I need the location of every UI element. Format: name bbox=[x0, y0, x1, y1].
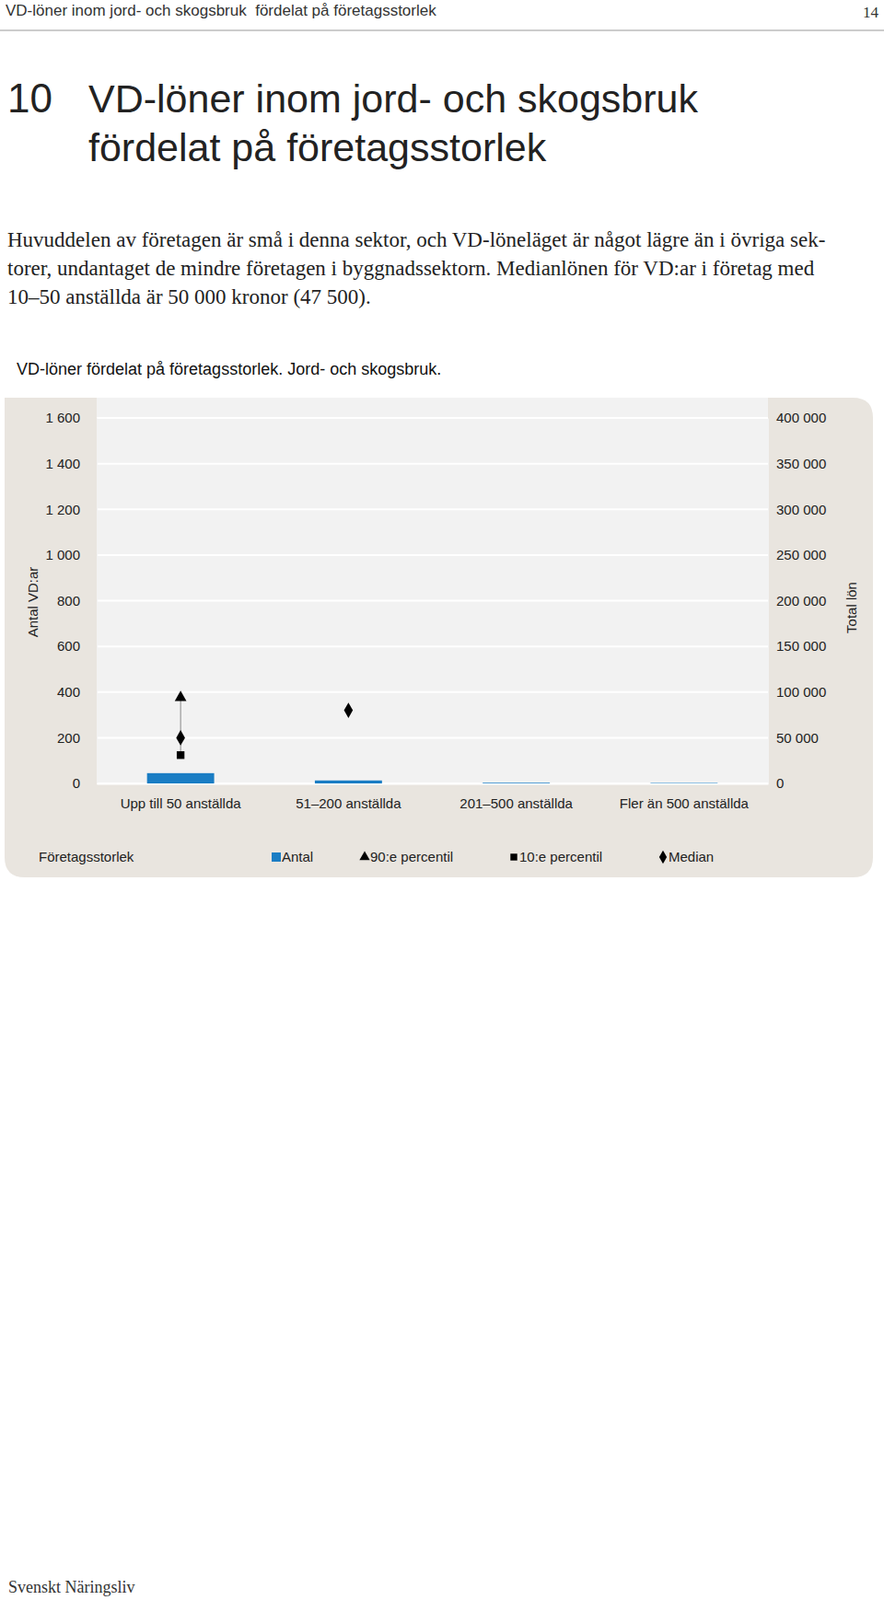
y-tick: 400 bbox=[57, 684, 97, 700]
y2-axis-title: Total lön bbox=[843, 581, 860, 634]
y2-tick: 50 000 bbox=[767, 730, 819, 746]
point bbox=[176, 751, 185, 759]
grid-line bbox=[96, 508, 768, 511]
y2-tick-label: 250 000 bbox=[776, 546, 826, 563]
y-tick: 1 400 bbox=[45, 455, 97, 472]
y-tick: 1 200 bbox=[45, 501, 97, 518]
paragraph-line: Huvuddelen av företagen är små i denna s… bbox=[7, 228, 826, 252]
legend-swatch bbox=[271, 852, 281, 862]
y-tick: 1 600 bbox=[45, 409, 97, 426]
y-tick-label: 1 600 bbox=[45, 409, 81, 426]
y-tick-label: 1 400 bbox=[45, 455, 81, 472]
x-tick-label: Upp till 50 anställda bbox=[120, 795, 243, 812]
y-axis-line bbox=[96, 418, 98, 785]
y2-tick-label: 50 000 bbox=[776, 730, 819, 746]
legend-label: 90:e percentil bbox=[370, 849, 454, 865]
x-axis: Upp till 50 anställda 51–200 anställda 201… bbox=[97, 783, 769, 812]
bar bbox=[147, 773, 215, 784]
page-number: 14 bbox=[862, 3, 880, 22]
page: VD-löner inom jord- och skogsbruk fördel… bbox=[0, 0, 884, 1600]
y-tick: 800 bbox=[57, 593, 97, 609]
y2-tick-label: 350 000 bbox=[776, 455, 826, 472]
x-tick: Fler än 500 anställda bbox=[619, 783, 750, 812]
grid-line bbox=[96, 417, 768, 419]
section-number: 10 bbox=[7, 75, 53, 121]
legend-item: 10:e percentil bbox=[510, 849, 603, 865]
point bbox=[174, 690, 187, 701]
grid-line bbox=[96, 600, 768, 603]
grid-line bbox=[96, 463, 768, 466]
y2-tick-label: 100 000 bbox=[776, 684, 826, 700]
y-tick-label: 600 bbox=[57, 638, 81, 654]
point bbox=[175, 730, 186, 746]
y2-tick-label: 400 000 bbox=[776, 409, 826, 426]
y2-tick: 300 000 bbox=[767, 501, 826, 518]
legend-swatch bbox=[359, 850, 370, 861]
y2-tick: 400 000 bbox=[767, 409, 826, 426]
bar bbox=[314, 780, 383, 784]
y2-tick: 200 000 bbox=[767, 593, 826, 609]
section-title: VD-löner inom jord- och skogsbruk bbox=[88, 76, 698, 121]
point bbox=[344, 702, 354, 719]
y2-tick-label: 0 bbox=[776, 775, 784, 791]
y2-tick-label: 200 000 bbox=[776, 593, 826, 609]
y-tick-label: 400 bbox=[57, 684, 81, 700]
y-axis-title: Antal VD:ar bbox=[24, 567, 41, 639]
y-tick-label: 200 bbox=[57, 730, 81, 746]
grid-line bbox=[96, 736, 768, 739]
grid-line bbox=[96, 645, 768, 648]
legend-item: 90:e percentil bbox=[359, 849, 454, 865]
y-tick: 200 bbox=[57, 730, 97, 746]
x-tick-label: 201–500 anställda bbox=[459, 795, 573, 812]
legend-item: Antal bbox=[271, 849, 314, 865]
legend-swatch bbox=[510, 853, 517, 861]
y-tick: 600 bbox=[57, 638, 97, 654]
x-tick: 201–500 anställda bbox=[459, 783, 573, 812]
bar bbox=[482, 782, 550, 784]
y2-axis-line bbox=[767, 418, 769, 785]
chart-title: VD-löner fördelat på företagsstorlek. Jo… bbox=[16, 360, 442, 379]
percentile-range bbox=[180, 697, 182, 757]
y2-tick: 100 000 bbox=[767, 684, 826, 700]
x-tick-label: Fler än 500 anställda bbox=[619, 795, 750, 812]
paragraph-line: 10–50 anställda är 50 000 kronor (47 500… bbox=[7, 285, 372, 309]
legend-label: Median bbox=[668, 849, 714, 865]
bar bbox=[650, 782, 718, 784]
grid-line bbox=[96, 554, 768, 557]
x-tick: 51–200 anställda bbox=[295, 783, 402, 812]
x-axis-title: Företagsstorlek bbox=[38, 849, 135, 865]
header-rule bbox=[0, 30, 884, 32]
legend-swatch bbox=[659, 850, 667, 864]
x-tick: Upp till 50 anställda bbox=[120, 783, 243, 812]
y2-tick: 250 000 bbox=[767, 546, 826, 563]
plot-background bbox=[96, 397, 768, 784]
section-title: fördelat på företagsstorlek bbox=[88, 125, 547, 170]
y-tick-label: 0 bbox=[72, 775, 81, 791]
y-tick-label: 800 bbox=[57, 593, 81, 609]
x-tick-label: 51–200 anställda bbox=[295, 795, 402, 812]
legend-item: Median bbox=[659, 849, 714, 865]
y2-tick: 350 000 bbox=[767, 455, 826, 472]
chart-panel bbox=[4, 397, 873, 878]
grid bbox=[96, 418, 768, 784]
y-tick: 0 bbox=[72, 775, 97, 791]
paragraph-line: torer, undantaget de mindre företagen i … bbox=[7, 256, 815, 280]
y2-axis: 0 50 000 100 000 150 000 200 000 250 000 300 0… bbox=[767, 409, 826, 791]
legend-label: Antal bbox=[281, 849, 314, 865]
legend: Antal 90:e percentil 10:e percentil Median bbox=[271, 849, 714, 865]
y-tick: 1 000 bbox=[45, 546, 97, 563]
y2-tick: 0 bbox=[767, 775, 784, 791]
y-tick-label: 1 200 bbox=[45, 501, 81, 518]
y2-tick-label: 150 000 bbox=[776, 638, 826, 654]
y-axis: 0 200 400 600 800 1 000 1 200 1 400 1 600 bbox=[45, 409, 97, 791]
footer: Svenskt Näringsliv bbox=[8, 1578, 136, 1597]
marks bbox=[147, 690, 719, 784]
y-tick-label: 1 000 bbox=[45, 546, 81, 563]
legend-label: 10:e percentil bbox=[519, 849, 603, 865]
grid-line bbox=[96, 691, 768, 694]
y2-tick: 150 000 bbox=[767, 638, 826, 654]
running-title: VD-löner inom jord- och skogsbruk fördel… bbox=[5, 1, 437, 20]
y2-tick-label: 300 000 bbox=[776, 501, 826, 518]
